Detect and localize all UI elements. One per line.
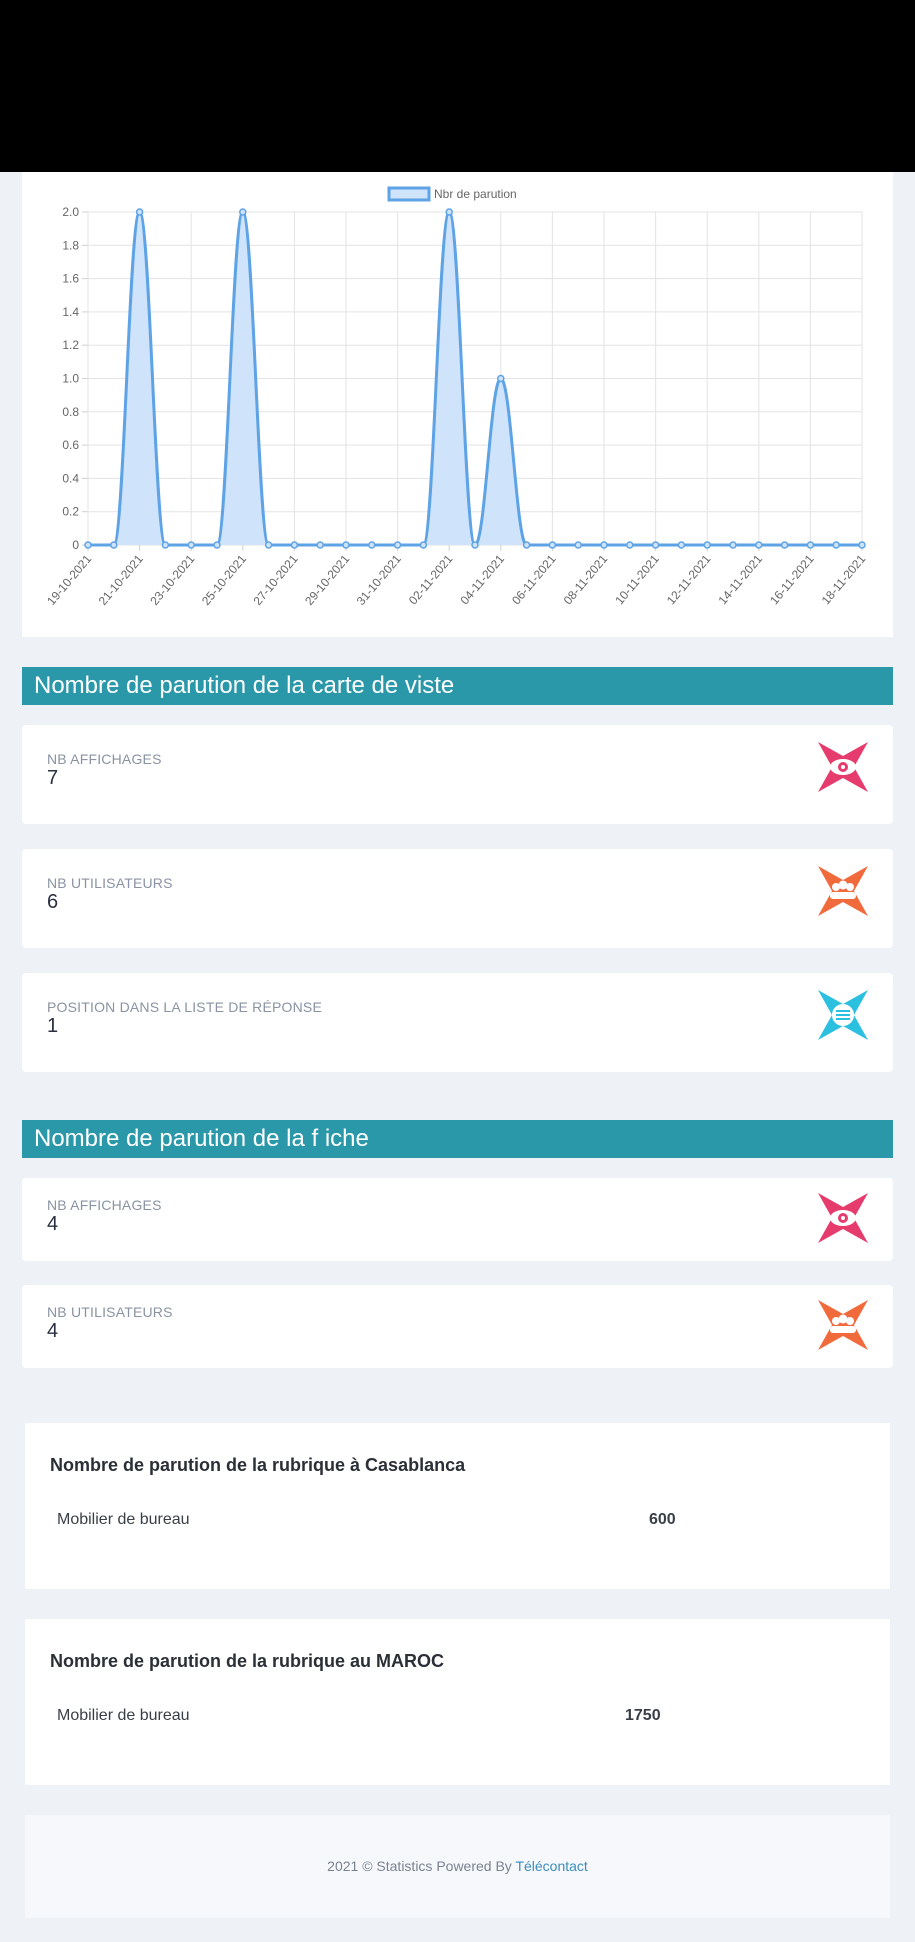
footer-link[interactable]: Télécontact (515, 1858, 588, 1874)
y-tick-label: 0.2 (62, 505, 79, 519)
data-point (832, 541, 840, 549)
data-point (393, 541, 402, 549)
data-point (600, 541, 608, 549)
data-point (187, 541, 195, 549)
stat-label: NB AFFICHAGES (47, 751, 162, 767)
users-icon (818, 866, 868, 916)
data-point (290, 541, 299, 549)
rubrique-casablanca-card: Nombre de parution de la rubrique à Casa… (25, 1423, 890, 1589)
x-tick-label: 27-10-2021 (251, 552, 301, 608)
data-point (110, 541, 118, 549)
rubrique-name: Mobilier de bureau (57, 1707, 190, 1724)
data-point (677, 541, 686, 549)
data-point (780, 541, 789, 549)
x-tick-label: 31-10-2021 (354, 552, 404, 608)
y-tick-label: 0.6 (62, 438, 79, 452)
x-tick-label: 25-10-2021 (199, 552, 249, 608)
stat-value: 1 (47, 1015, 59, 1037)
y-tick-label: 0.8 (62, 405, 79, 419)
x-tick-label: 08-11-2021 (561, 552, 611, 608)
data-point (161, 541, 170, 549)
stat-card-utilisateurs: NB UTILISATEURS 6 (22, 849, 893, 948)
stat-card-position: POSITION DANS LA LISTE DE RÉPONSE 1 (22, 973, 893, 1072)
stat-label: NB AFFICHAGES (47, 1197, 162, 1213)
stat-label: NB UTILISATEURS (47, 1304, 173, 1320)
x-tick-label: 14-11-2021 (715, 552, 765, 608)
y-tick-label: 1.4 (62, 305, 79, 319)
rubrique-title: Nombre de parution de la rubrique à Casa… (50, 1455, 466, 1475)
chart-card: 0 0.2 0.4 0.6 0.8 1.0 1.2 1.4 1.6 1.8 2.0 19-10-202… (22, 172, 893, 637)
footer: 2021 © Statistics Powered By Télécontact (25, 1815, 890, 1918)
stat-card-utilisateurs: NB UTILISATEURS 4 (22, 1285, 893, 1368)
x-tick-label: 23-10-2021 (147, 552, 197, 608)
section-header-fiche: Nombre de parution de la f iche (22, 1120, 893, 1158)
x-tick-label: 02-11-2021 (406, 552, 456, 608)
section-header-carte: Nombre de parution de la carte de viste (22, 667, 893, 705)
legend-swatch (387, 186, 431, 202)
data-point (703, 541, 711, 549)
data-point (755, 541, 763, 549)
list-icon (818, 990, 868, 1040)
x-tick-label: 18-11-2021 (819, 552, 869, 608)
data-point (651, 541, 660, 549)
x-tick-label: 12-11-2021 (664, 552, 714, 608)
data-point (264, 541, 273, 549)
stat-card-affichages: NB AFFICHAGES 7 (22, 725, 893, 824)
x-tick-label: 21-10-2021 (96, 552, 146, 608)
x-tick-label: 10-11-2021 (612, 552, 662, 608)
y-tick-label: 0.4 (62, 471, 79, 485)
data-point (239, 208, 247, 216)
rubrique-value: 1750 (625, 1707, 661, 1724)
stat-label: NB UTILISATEURS (47, 875, 173, 891)
data-point (316, 541, 324, 549)
y-tick-label: 1.6 (62, 272, 79, 286)
data-point (342, 541, 350, 549)
data-point (858, 541, 866, 549)
y-tick-label: 1.2 (62, 338, 79, 352)
data-point (445, 208, 453, 216)
data-point (806, 541, 815, 549)
parution-chart: 0 0.2 0.4 0.6 0.8 1.0 1.2 1.4 1.6 1.8 2.0 19-10-202… (44, 186, 869, 608)
y-tick-label: 2.0 (62, 205, 79, 219)
rubrique-name: Mobilier de bureau (57, 1511, 190, 1528)
eye-icon (818, 742, 868, 792)
stat-card-affichages: NB AFFICHAGES 4 (22, 1178, 893, 1261)
data-point (497, 374, 505, 383)
data-point (368, 541, 376, 549)
data-point (471, 541, 479, 549)
users-icon (818, 1300, 868, 1350)
rubrique-title: Nombre de parution de la rubrique au MAR… (50, 1651, 445, 1671)
stat-value: 7 (47, 767, 59, 789)
data-point (135, 208, 144, 216)
rubrique-value: 600 (649, 1511, 676, 1528)
data-point (213, 541, 221, 549)
y-tick-label: 1.8 (62, 238, 79, 252)
stat-value: 4 (47, 1213, 59, 1235)
y-tick-label: 0 (72, 538, 79, 552)
rubrique-maroc-card: Nombre de parution de la rubrique au MAR… (25, 1619, 890, 1785)
legend-label: Nbr de parution (434, 187, 517, 201)
data-point (522, 541, 531, 549)
series-area (88, 212, 862, 545)
footer-text: 2021 © Statistics Powered By (327, 1858, 516, 1874)
stat-label: POSITION DANS LA LISTE DE RÉPONSE (47, 999, 323, 1015)
x-tick-label: 04-11-2021 (457, 552, 507, 608)
x-tick-label: 19-10-2021 (44, 552, 94, 608)
stat-value: 4 (47, 1320, 59, 1342)
x-tick-label: 16-11-2021 (767, 552, 817, 608)
x-tick-label: 29-10-2021 (302, 552, 352, 608)
stat-value: 6 (47, 891, 59, 913)
data-point (419, 541, 428, 549)
y-tick-label: 1.0 (62, 372, 79, 386)
data-point (626, 541, 634, 549)
data-point (729, 541, 737, 549)
eye-icon (818, 1193, 868, 1243)
data-point (548, 541, 557, 549)
x-tick-label: 06-11-2021 (509, 552, 559, 608)
top-bar (0, 0, 915, 172)
data-point (574, 541, 582, 549)
data-point (84, 541, 92, 549)
